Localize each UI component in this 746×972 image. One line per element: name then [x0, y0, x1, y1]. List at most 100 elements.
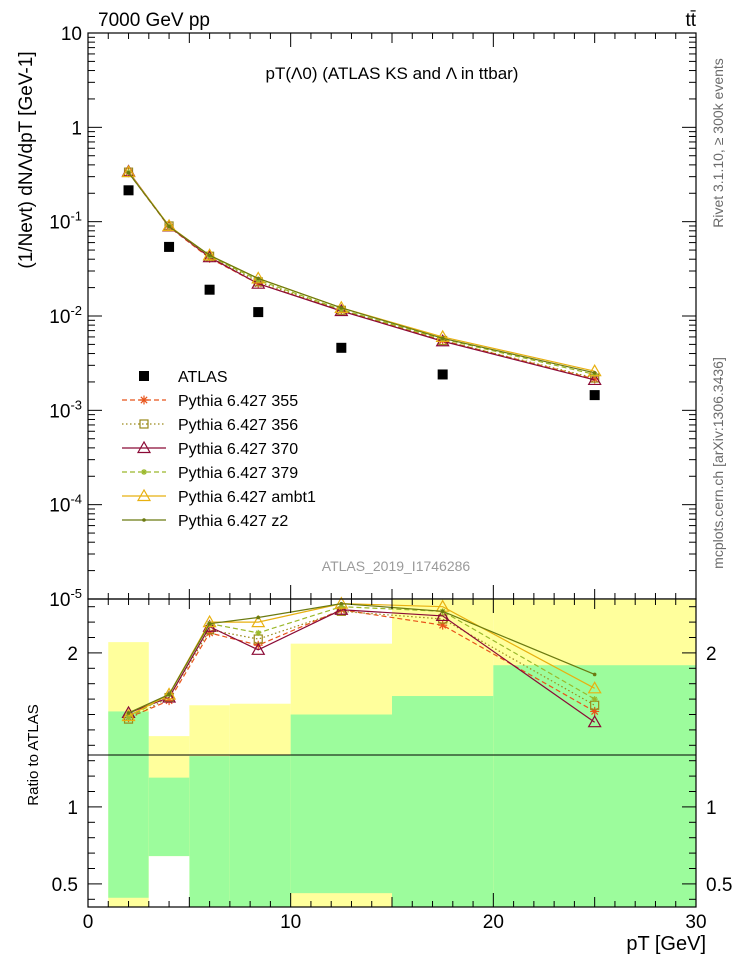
legend-marker — [142, 518, 146, 522]
energy-label: 7000 GeV pp — [98, 10, 210, 31]
ratio-line — [128, 609, 596, 723]
series-line — [128, 171, 595, 376]
series-line — [128, 172, 595, 380]
legend-marker — [136, 488, 152, 502]
ratio-y-tick-label-right: 0.5 — [706, 875, 732, 896]
uncertainty-band-inner — [392, 696, 494, 907]
ratio-point — [253, 640, 263, 650]
data-point — [256, 276, 261, 281]
x-tick-label: 30 — [685, 912, 706, 933]
data-point — [334, 303, 349, 317]
ratio-point — [339, 601, 344, 606]
legend-entry: Pythia 6.427 z2 — [178, 513, 288, 530]
ratio-point — [162, 687, 177, 700]
legend-marker — [136, 440, 152, 454]
data-point — [336, 342, 347, 353]
data-point — [339, 306, 344, 310]
series-line — [128, 172, 595, 374]
x-tick-label: 20 — [483, 912, 504, 933]
data-point — [440, 336, 445, 341]
ratio-point — [167, 692, 171, 697]
uncertainty-band-inner — [493, 665, 696, 907]
ratio-point — [587, 681, 602, 694]
ratio-point — [255, 629, 262, 636]
data-point — [164, 241, 175, 252]
ratio-point — [591, 696, 598, 703]
data-point — [207, 253, 212, 258]
data-point — [251, 271, 266, 284]
data-point — [202, 248, 217, 261]
watermark: ATLAS_2019_I1746286 — [322, 558, 471, 574]
legend-entry: Pythia 6.427 355 — [178, 393, 298, 410]
band-gap — [148, 711, 190, 737]
legend-entry: Pythia 6.427 356 — [178, 417, 298, 434]
main-title: pT(Λ0) (ATLAS KS and Λ in ttbar) — [266, 64, 519, 83]
uncertainty-band-inner — [290, 714, 392, 894]
y-tick-label: 1 — [71, 118, 82, 139]
ratio-y-tick-label: 2 — [67, 644, 78, 665]
ratio-point — [205, 628, 215, 638]
data-point — [589, 390, 600, 401]
ratio-y-tick-label-right: 1 — [706, 798, 717, 819]
ratio-y-tick-label-right: 2 — [706, 644, 717, 665]
x-axis-label: pT [GeV] — [626, 933, 706, 955]
ratio-y-axis-label: Ratio to ATLAS — [25, 704, 42, 805]
rivet-label: Rivet 3.1.10, ≥ 300k events — [710, 58, 726, 228]
ratio-point — [202, 619, 217, 632]
y-tick-label: 10-2 — [49, 303, 82, 328]
data-point — [592, 370, 597, 375]
data-point — [437, 369, 448, 380]
data-point — [204, 284, 215, 295]
data-point — [435, 334, 450, 347]
ratio-y-tick-label: 0.5 — [52, 875, 78, 896]
ratio-point — [440, 609, 445, 614]
legend-entry: Pythia 6.427 ambt1 — [178, 489, 316, 506]
series-line — [128, 171, 595, 381]
ratio-point — [251, 642, 266, 655]
uncertainty-band-inner — [189, 756, 230, 907]
ratio-point — [164, 696, 174, 706]
ratio-point — [592, 672, 597, 677]
band-gap — [148, 856, 190, 907]
ratio-point — [338, 603, 345, 610]
legend-entry: ATLAS — [178, 369, 228, 386]
y-tick-label: 10-4 — [49, 492, 82, 517]
legend-marker — [139, 371, 149, 381]
ratio-y-tick-label: 1 — [67, 798, 78, 819]
ratio-point — [590, 706, 600, 716]
ratio-point — [251, 614, 266, 628]
legend-entry: Pythia 6.427 379 — [178, 465, 298, 482]
ratio-point — [438, 620, 448, 630]
legend-marker — [139, 395, 149, 405]
data-point — [587, 372, 602, 386]
legend: ATLAS Pythia 6.427 355 Pythia 6.427 356 Pyt… — [122, 369, 316, 530]
data-point — [590, 374, 600, 384]
y-tick-label: 10 — [61, 24, 82, 45]
main-panel: 10 1 10-1 10-2 10-3 10-4 10-5 pT(Λ0) (ATLAS KS… — [16, 24, 697, 611]
data-point — [126, 170, 131, 175]
uncertainty-band-inner — [229, 754, 291, 907]
legend-entry: Pythia 6.427 370 — [178, 441, 298, 458]
ratio-point — [207, 621, 212, 626]
uncertainty-band-inner — [148, 777, 190, 857]
data-point — [435, 329, 450, 343]
x-tick-label: 10 — [280, 912, 301, 933]
y-tick-label: 10-5 — [49, 586, 82, 611]
ratio-point — [121, 708, 136, 722]
data-point — [162, 218, 177, 232]
data-point — [587, 363, 602, 377]
ratio-point — [256, 615, 261, 620]
ratio-point — [202, 614, 217, 628]
ratio-point — [435, 608, 450, 622]
ratio-point — [587, 714, 602, 728]
ratio-point — [334, 602, 349, 615]
data-point — [253, 307, 264, 318]
data-point — [123, 185, 134, 196]
main-y-axis-label: (1/Nevt) dNΛ/dpT [GeV-1] — [16, 51, 37, 268]
ratio-point — [126, 711, 131, 715]
x-tick-label: 0 — [83, 912, 94, 933]
y-tick-label: 10-3 — [49, 397, 82, 422]
legend-marker — [141, 469, 147, 475]
y-tick-label: 10-1 — [49, 209, 82, 234]
